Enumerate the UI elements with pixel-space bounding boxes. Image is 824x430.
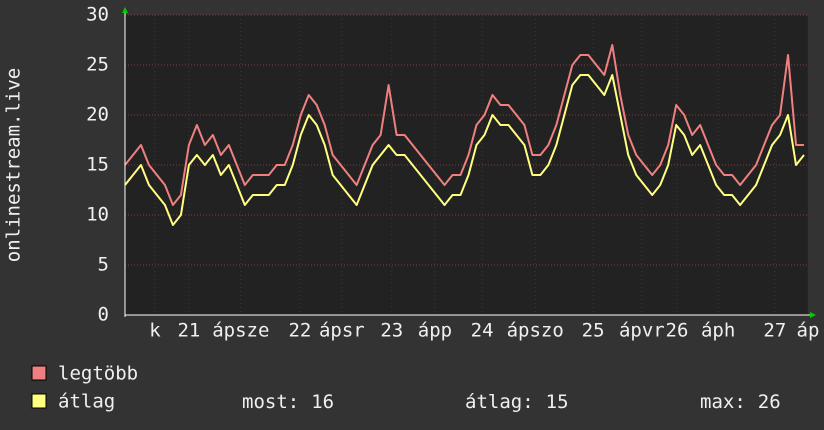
stat-value: 16: [311, 391, 334, 413]
legend-label: átlag: [58, 391, 115, 413]
y-tick-label: 25: [86, 54, 109, 76]
x-tick-label: ápsr: [319, 320, 365, 342]
labels: 0 5 10 15 20 25 30 k 21 ápsze 22 ápsr 23 ápp 24 ápszo 25…: [86, 4, 819, 342]
x-tick-label: 22: [288, 320, 311, 342]
x-tick-label: 23: [380, 320, 403, 342]
legend-label: legtöbb: [58, 363, 138, 385]
y-tick-label: 0: [98, 304, 109, 326]
y-tick-label: 20: [86, 104, 109, 126]
x-tick-label: 26: [666, 320, 689, 342]
series-line: [124, 44, 805, 206]
y-tick-label: 30: [86, 4, 109, 26]
stat: max: 26: [700, 391, 781, 413]
x-tick-label: áp: [797, 320, 820, 342]
legend-swatch: [31, 365, 47, 381]
x-arrow: [810, 312, 816, 318]
x-tick-label: ápsze: [212, 320, 269, 342]
x-tick-label: k: [149, 320, 161, 342]
x-tick-label: 21: [177, 320, 200, 342]
y-tick-label: 5: [98, 254, 109, 276]
lines: [124, 44, 805, 226]
legend: legtöbb átlag most: 16 átlag: 15 max: 26: [31, 363, 781, 413]
x-tick-label: 24: [471, 320, 494, 342]
x-tick-label: 27: [763, 320, 786, 342]
stat: most: 16: [242, 391, 334, 413]
y-arrow: [122, 7, 128, 13]
series-line: [124, 74, 805, 226]
y-axis-label: onlinestream.live: [3, 68, 25, 262]
x-tick-label: 25: [582, 320, 605, 342]
stat-label: most:: [242, 391, 299, 413]
x-tick-label: áph: [701, 320, 735, 342]
x-tick-label: ápp: [418, 320, 452, 342]
x-tick-label: ápszo: [507, 320, 564, 342]
plot-area: [125, 15, 808, 315]
stat-label: átlag:: [465, 391, 534, 413]
x-tick-label: ápvr: [619, 320, 665, 342]
legend-swatch: [31, 393, 47, 409]
stat-value: 26: [758, 391, 781, 413]
stat-value: 15: [546, 391, 569, 413]
stat-label: max:: [700, 391, 746, 413]
y-tick-label: 15: [86, 154, 109, 176]
y-tick-label: 10: [86, 204, 109, 226]
stat: átlag: 15: [465, 391, 569, 413]
